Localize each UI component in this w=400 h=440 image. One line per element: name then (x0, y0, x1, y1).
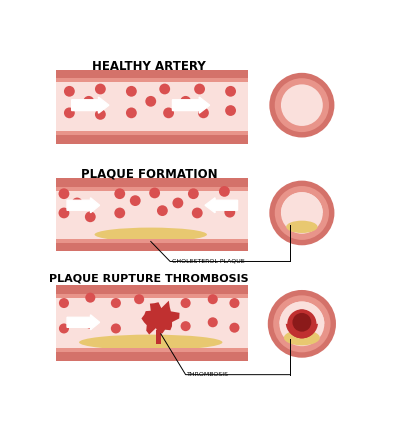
Circle shape (230, 323, 240, 333)
Circle shape (180, 298, 191, 308)
Circle shape (95, 109, 106, 120)
FancyArrow shape (72, 97, 109, 113)
FancyArrow shape (172, 97, 210, 113)
Text: PLAQUE RUPTURE THROMBOSIS: PLAQUE RUPTURE THROMBOSIS (49, 274, 249, 284)
Circle shape (149, 187, 160, 198)
Circle shape (180, 96, 191, 107)
Bar (56, 294, 248, 297)
Circle shape (95, 84, 106, 94)
Bar (56, 131, 248, 135)
Text: CHOLESTEROL PLAQUE: CHOLESTEROL PLAQUE (172, 259, 244, 264)
Bar (56, 243, 248, 251)
Circle shape (273, 295, 330, 352)
Circle shape (159, 84, 170, 94)
Circle shape (198, 107, 209, 118)
Bar (56, 178, 248, 187)
Bar (56, 348, 248, 352)
Circle shape (292, 313, 311, 332)
Bar (56, 78, 248, 82)
Circle shape (85, 293, 95, 303)
Circle shape (58, 188, 69, 199)
Circle shape (268, 290, 336, 358)
Circle shape (219, 186, 230, 197)
Circle shape (64, 86, 75, 97)
Circle shape (134, 294, 144, 304)
Circle shape (286, 306, 318, 338)
FancyArrow shape (67, 198, 100, 213)
Circle shape (269, 73, 334, 137)
Circle shape (64, 107, 75, 118)
Bar (56, 297, 248, 348)
Circle shape (111, 298, 121, 308)
Bar (56, 70, 248, 78)
Circle shape (224, 207, 235, 217)
Text: THROMBOSIS: THROMBOSIS (187, 372, 229, 377)
Ellipse shape (286, 220, 318, 233)
Circle shape (126, 107, 137, 118)
FancyArrow shape (205, 198, 238, 213)
Circle shape (225, 105, 236, 116)
Ellipse shape (284, 330, 320, 345)
Circle shape (279, 301, 324, 346)
Bar (56, 239, 248, 243)
Bar (56, 239, 248, 249)
Ellipse shape (93, 227, 209, 242)
Circle shape (275, 186, 329, 240)
Bar (56, 285, 248, 294)
Polygon shape (279, 301, 324, 324)
Circle shape (291, 310, 313, 332)
Bar (56, 191, 248, 239)
Circle shape (287, 309, 316, 338)
Circle shape (194, 84, 205, 94)
Circle shape (281, 84, 323, 126)
Text: PLAQUE FORMATION: PLAQUE FORMATION (81, 168, 218, 180)
Bar (56, 239, 248, 243)
Circle shape (269, 180, 334, 245)
Ellipse shape (77, 333, 224, 352)
Circle shape (208, 317, 218, 327)
Bar (56, 243, 248, 251)
Polygon shape (142, 301, 180, 334)
Bar (56, 348, 248, 352)
Circle shape (225, 86, 236, 97)
Polygon shape (56, 332, 248, 348)
Text: HEALTHY ARTERY: HEALTHY ARTERY (92, 60, 206, 73)
FancyArrow shape (67, 315, 100, 330)
Polygon shape (56, 225, 248, 239)
Circle shape (275, 78, 329, 132)
Circle shape (85, 319, 95, 329)
Circle shape (59, 323, 69, 334)
Circle shape (188, 188, 199, 199)
Circle shape (172, 198, 183, 208)
Polygon shape (156, 330, 161, 344)
Circle shape (83, 96, 94, 107)
Bar (56, 187, 248, 191)
Bar (56, 82, 248, 131)
Circle shape (85, 211, 96, 222)
Circle shape (114, 208, 125, 218)
Bar (56, 135, 248, 143)
Circle shape (281, 192, 323, 234)
Circle shape (145, 96, 156, 107)
Circle shape (114, 188, 125, 199)
Bar (56, 352, 248, 361)
Circle shape (111, 323, 121, 334)
Circle shape (126, 86, 137, 97)
Polygon shape (281, 192, 323, 213)
Circle shape (130, 195, 141, 206)
Circle shape (157, 205, 168, 216)
Circle shape (59, 298, 69, 308)
Circle shape (192, 208, 203, 218)
Circle shape (58, 208, 69, 218)
Bar (56, 352, 248, 361)
Ellipse shape (94, 227, 207, 242)
Circle shape (163, 107, 174, 118)
Circle shape (208, 294, 218, 304)
Circle shape (72, 198, 82, 208)
Circle shape (180, 321, 191, 331)
Circle shape (230, 298, 240, 308)
Ellipse shape (93, 227, 209, 242)
Ellipse shape (79, 334, 222, 350)
